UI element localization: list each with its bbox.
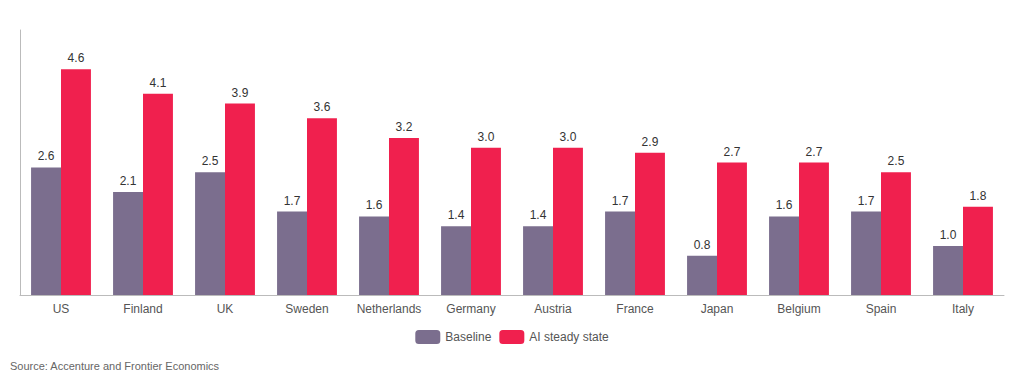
- svg-text:UK: UK: [217, 302, 234, 316]
- svg-text:Source: Accenture and Frontier: Source: Accenture and Frontier Economics: [10, 360, 220, 372]
- svg-text:3.9: 3.9: [232, 86, 249, 100]
- svg-text:AI steady state: AI steady state: [529, 330, 609, 344]
- svg-text:3.2: 3.2: [396, 120, 413, 134]
- svg-text:3.6: 3.6: [314, 100, 331, 114]
- svg-text:1.4: 1.4: [530, 208, 547, 222]
- svg-text:4.6: 4.6: [68, 51, 85, 65]
- svg-text:Germany: Germany: [446, 302, 495, 316]
- svg-text:3.0: 3.0: [560, 130, 577, 144]
- svg-text:2.5: 2.5: [202, 154, 219, 168]
- svg-text:Sweden: Sweden: [285, 302, 328, 316]
- svg-text:3.0: 3.0: [478, 130, 495, 144]
- svg-text:4.1: 4.1: [150, 76, 167, 90]
- svg-text:Japan: Japan: [701, 302, 734, 316]
- svg-text:US: US: [53, 302, 70, 316]
- svg-text:1.8: 1.8: [970, 189, 987, 203]
- svg-text:1.4: 1.4: [448, 208, 465, 222]
- svg-text:2.5: 2.5: [888, 154, 905, 168]
- svg-text:Netherlands: Netherlands: [357, 302, 422, 316]
- svg-text:Finland: Finland: [123, 302, 162, 316]
- svg-text:1.7: 1.7: [858, 194, 875, 208]
- svg-text:Italy: Italy: [952, 302, 974, 316]
- svg-text:2.7: 2.7: [806, 145, 823, 159]
- svg-text:Baseline: Baseline: [445, 330, 491, 344]
- svg-text:Spain: Spain: [866, 302, 897, 316]
- svg-text:1.0: 1.0: [940, 228, 957, 242]
- svg-text:2.6: 2.6: [38, 149, 55, 163]
- svg-text:1.7: 1.7: [612, 194, 629, 208]
- svg-text:France: France: [616, 302, 654, 316]
- svg-text:0.8: 0.8: [694, 238, 711, 252]
- svg-text:1.6: 1.6: [776, 198, 793, 212]
- svg-text:Austria: Austria: [534, 302, 572, 316]
- svg-text:Belgium: Belgium: [777, 302, 820, 316]
- svg-text:2.1: 2.1: [120, 174, 137, 188]
- svg-text:2.9: 2.9: [642, 135, 659, 149]
- svg-text:1.6: 1.6: [366, 198, 383, 212]
- svg-text:2.7: 2.7: [724, 145, 741, 159]
- svg-text:1.7: 1.7: [284, 194, 301, 208]
